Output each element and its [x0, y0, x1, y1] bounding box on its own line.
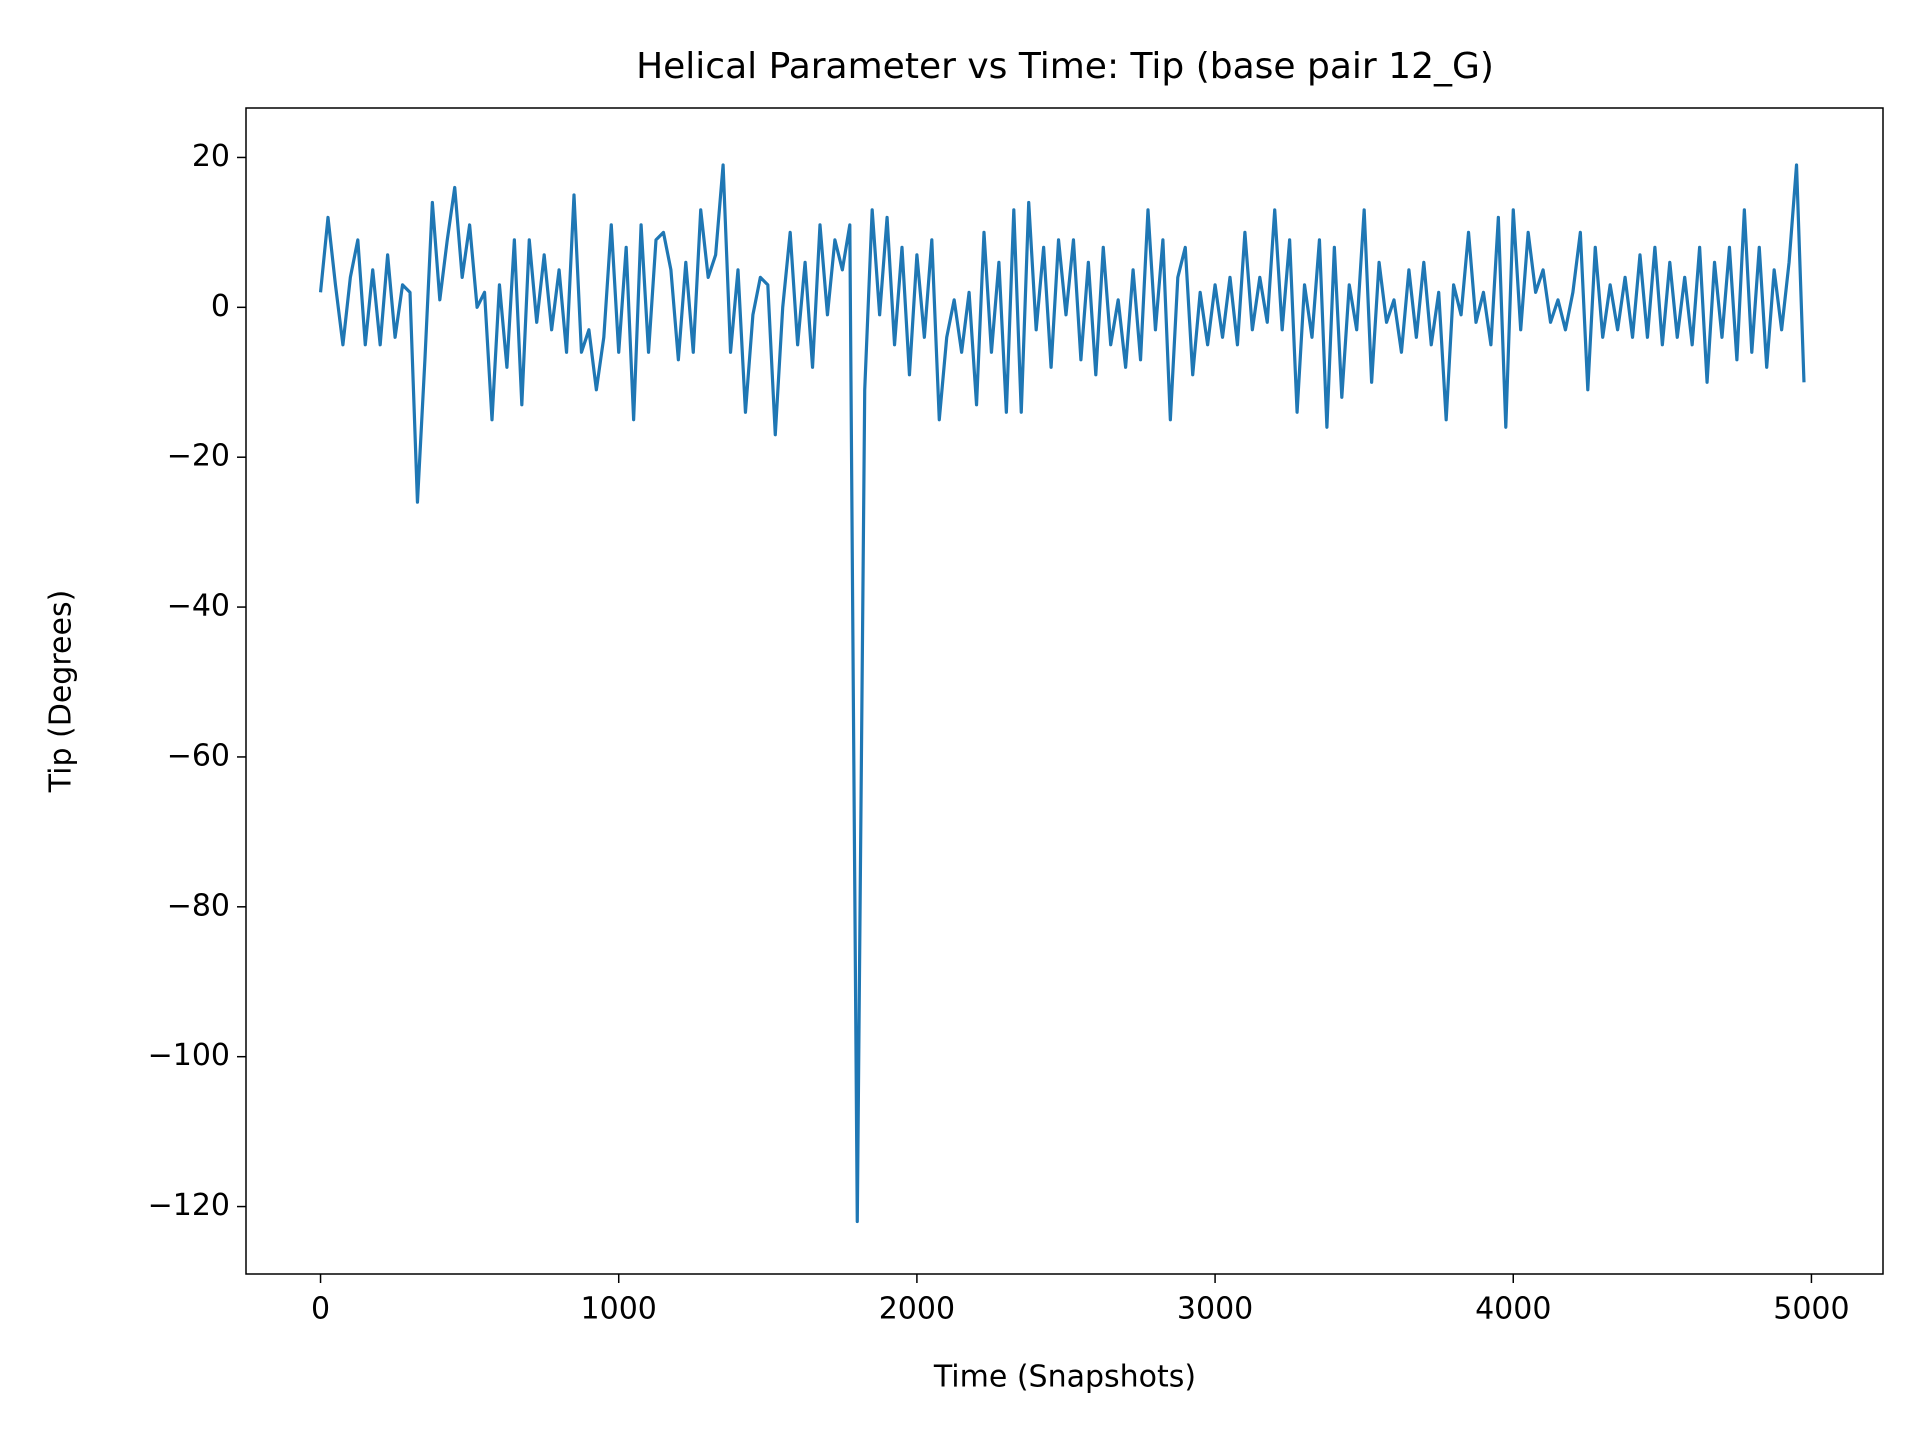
x-tick-label: 4000: [1475, 1292, 1551, 1327]
y-tick-label: 0: [211, 289, 230, 324]
plot-frame: [245, 107, 1884, 1275]
x-tick-label: 2000: [879, 1292, 955, 1327]
x-axis-label: Time (Snapshots): [933, 1360, 1196, 1395]
y-tick-label: −120: [148, 1188, 230, 1223]
x-tick-label: 0: [311, 1292, 330, 1327]
x-tick-label: 1000: [581, 1292, 657, 1327]
chart-title: Helical Parameter vs Time: Tip (base pai…: [636, 46, 1494, 87]
y-tick-label: −80: [167, 888, 230, 923]
x-tick-label: 5000: [1773, 1292, 1849, 1327]
y-tick-label: −40: [167, 589, 230, 624]
x-tick-label: 3000: [1177, 1292, 1253, 1327]
data-line: [318, 163, 1806, 1224]
y-axis-label: Tip (Degrees): [44, 590, 79, 794]
y-tick-label: −60: [167, 738, 230, 773]
y-tick-label: −100: [148, 1038, 230, 1073]
y-tick-label: 20: [192, 139, 230, 174]
y-tick-label: −20: [167, 439, 230, 474]
